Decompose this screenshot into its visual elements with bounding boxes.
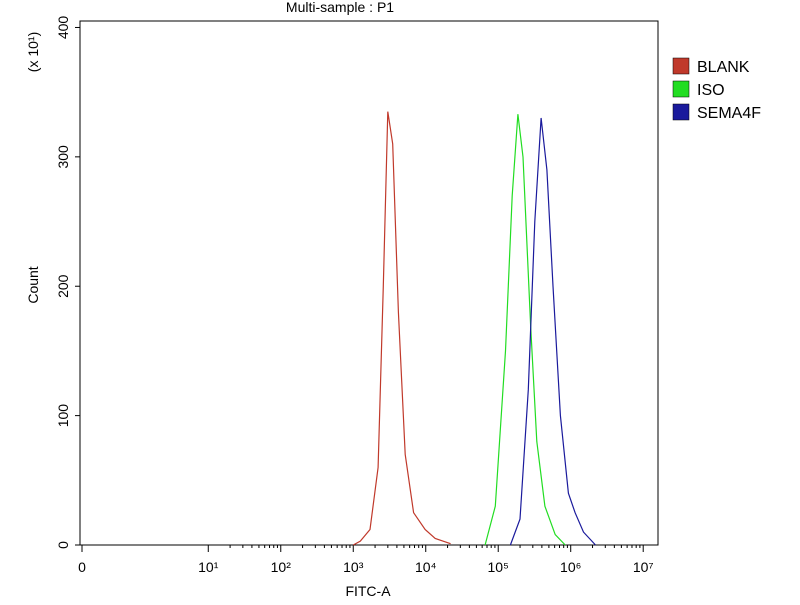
legend-label: SEMA4F <box>697 105 761 122</box>
legend-label: ISO <box>697 82 725 99</box>
x-tick-label: 10³ <box>343 559 364 575</box>
y-multiplier: (x 10¹) <box>25 32 41 72</box>
y-tick-label: 300 <box>55 145 71 169</box>
y-axis-label: Count <box>25 266 41 303</box>
legend-swatch <box>672 80 690 98</box>
x-tick-label: 10⁴ <box>415 559 437 575</box>
x-tick-label: 10² <box>271 559 292 575</box>
y-tick-label: 200 <box>55 274 71 298</box>
y-tick-label: 100 <box>55 404 71 428</box>
x-tick-label: 10⁵ <box>488 559 509 575</box>
x-tick-label: 10¹ <box>198 559 219 575</box>
legend-swatch <box>672 57 690 75</box>
chart-title: Multi-sample : P1 <box>286 0 394 15</box>
y-tick-label: 400 <box>55 16 71 40</box>
x-tick-label: 10⁷ <box>633 559 654 575</box>
histogram-line <box>484 114 566 546</box>
y-tick-label: 0 <box>55 541 71 549</box>
plot-frame <box>79 20 659 546</box>
x-axis-label: FITC-A <box>345 583 391 599</box>
histogram-line <box>352 111 451 546</box>
legend-label: BLANK <box>697 59 750 76</box>
legend-swatch <box>672 103 690 121</box>
x-tick-label: 0 <box>78 559 86 575</box>
x-tick-label: 10⁶ <box>560 559 581 575</box>
histogram-line <box>509 117 596 546</box>
